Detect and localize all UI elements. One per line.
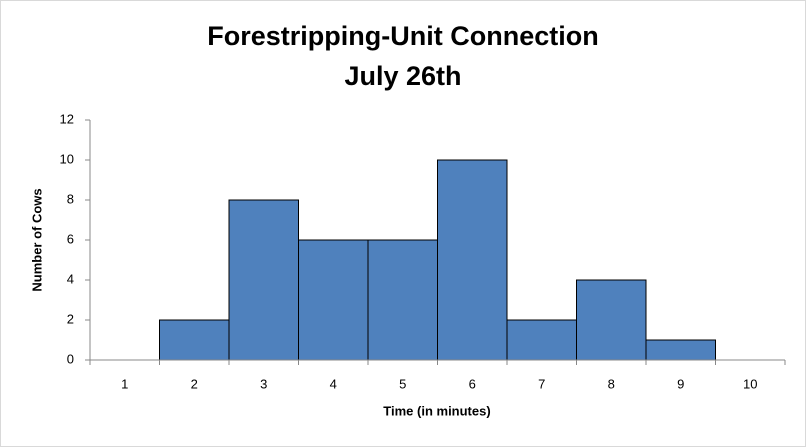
bar xyxy=(367,239,438,361)
y-tick-label: 10 xyxy=(60,151,74,166)
x-tick-label: 9 xyxy=(677,376,684,391)
y-tick-label: 2 xyxy=(67,311,74,326)
bar xyxy=(228,199,299,361)
bar xyxy=(437,159,508,361)
x-tick-label: 1 xyxy=(121,376,128,391)
bar xyxy=(506,319,577,361)
y-tick-label: 0 xyxy=(67,351,74,366)
y-tick-label: 8 xyxy=(67,191,74,206)
y-tick-label: 12 xyxy=(60,111,74,126)
x-tick-label: 3 xyxy=(260,376,267,391)
bar xyxy=(576,279,647,361)
x-tick-label: 2 xyxy=(191,376,198,391)
y-tick-label: 6 xyxy=(67,231,74,246)
bar xyxy=(298,239,369,361)
bar xyxy=(159,319,230,361)
x-tick-label: 10 xyxy=(743,376,757,391)
x-axis-title: Time (in minutes) xyxy=(383,403,490,418)
x-tick-label: 4 xyxy=(330,376,337,391)
chart-subtitle: July 26th xyxy=(344,61,461,91)
x-tick-label: 8 xyxy=(608,376,615,391)
x-tick-label: 5 xyxy=(399,376,406,391)
y-axis-title: Number of Cows xyxy=(29,188,44,291)
y-tick-label: 4 xyxy=(67,271,74,286)
bar xyxy=(645,339,716,361)
x-tick-label: 7 xyxy=(538,376,545,391)
chart-title: Forestripping-Unit Connection xyxy=(207,21,598,51)
x-tick-label: 6 xyxy=(469,376,476,391)
